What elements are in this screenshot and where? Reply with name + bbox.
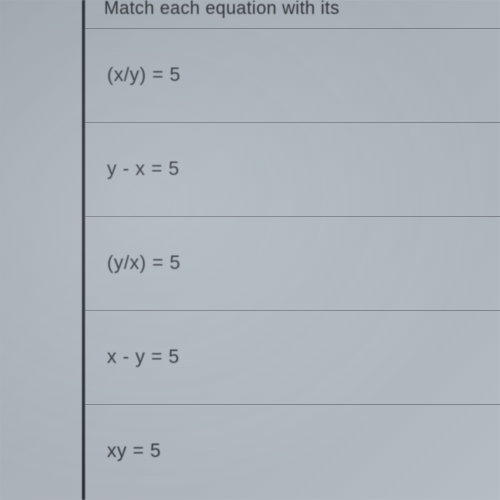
list-item[interactable]: y - x = 5 — [85, 122, 500, 216]
list-item[interactable]: x - y = 5 — [85, 310, 500, 404]
list-item[interactable]: (x/y) = 5 — [85, 28, 500, 122]
worksheet-page: Match each equation with its (x/y) = 5 y… — [0, 0, 500, 500]
instructions-text-partial: Match each equation with its — [104, 0, 340, 19]
equation-list: (x/y) = 5 y - x = 5 (y/x) = 5 x - y = 5 … — [85, 28, 500, 500]
list-item[interactable]: xy = 5 — [85, 404, 500, 498]
equation-text: (x/y) = 5 — [107, 65, 181, 87]
equation-text: xy = 5 — [107, 441, 161, 463]
equation-text: y - x = 5 — [107, 159, 180, 181]
list-item[interactable]: (y/x) = 5 — [85, 216, 500, 310]
equation-text: (y/x) = 5 — [107, 253, 181, 275]
equation-text: x - y = 5 — [107, 347, 180, 369]
